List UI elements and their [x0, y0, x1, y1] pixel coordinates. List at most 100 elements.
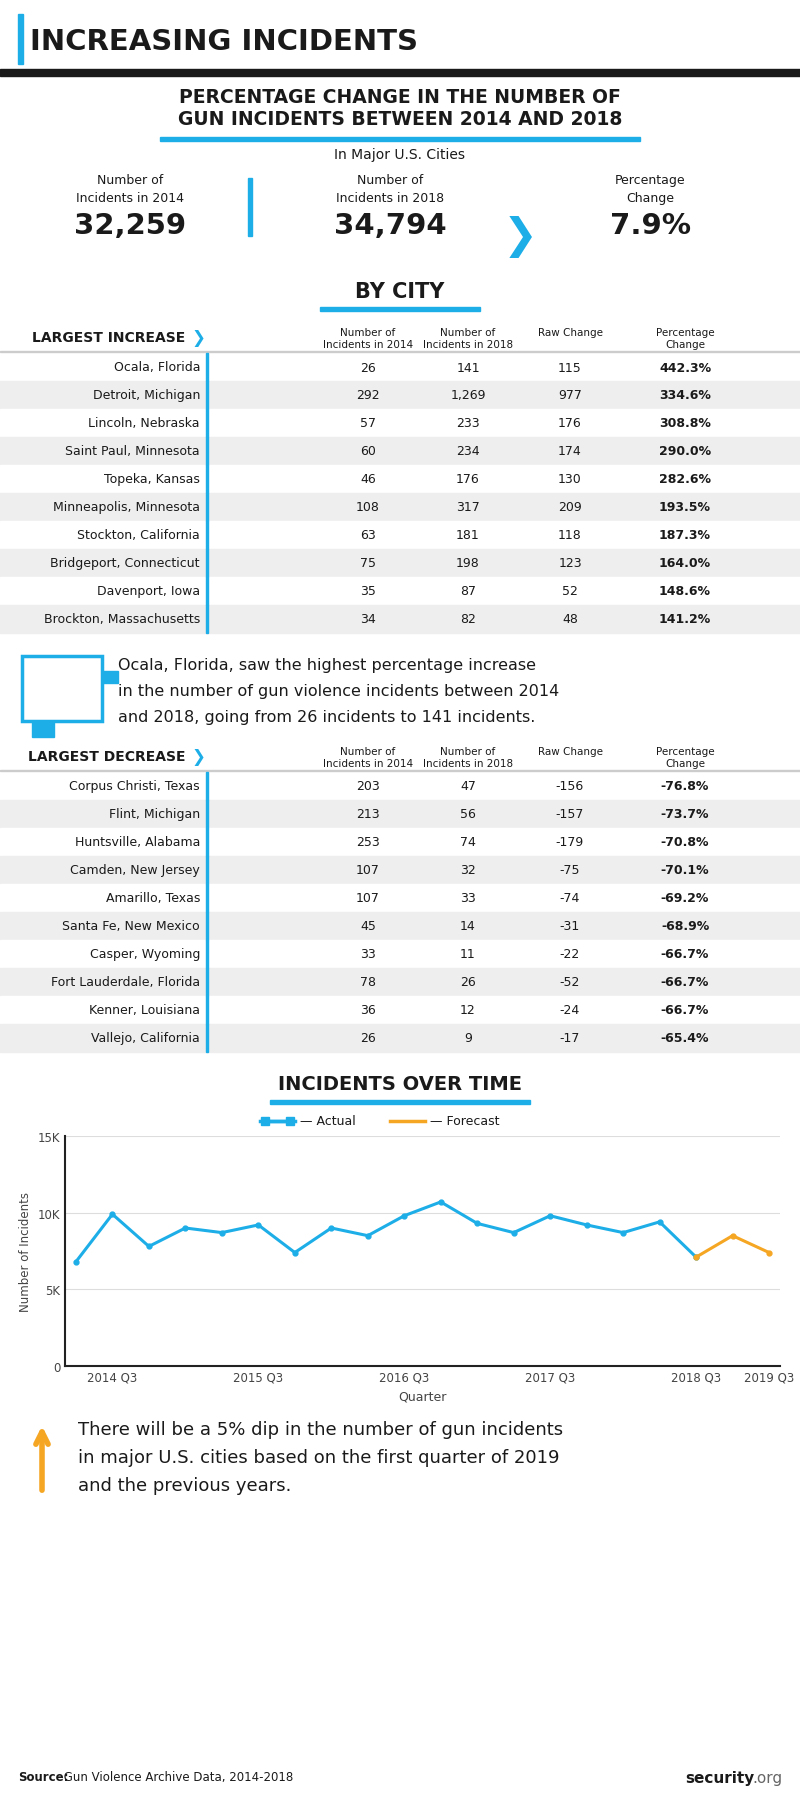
Text: 9: 9 [464, 1032, 472, 1045]
Text: 174: 174 [558, 446, 582, 458]
Bar [0, 466, 800, 494]
Text: 334.6%: 334.6% [659, 390, 711, 403]
Text: 148.6%: 148.6% [659, 584, 711, 599]
Text: Stockton, California: Stockton, California [78, 529, 200, 543]
Text: 74: 74 [460, 836, 476, 849]
Text: BY CITY: BY CITY [355, 282, 445, 302]
Bar [0, 354, 800, 381]
Text: 36: 36 [360, 1003, 376, 1018]
Bar [160, 138, 640, 142]
Bar [0, 1025, 800, 1052]
Bar [206, 437, 208, 466]
Text: ❯: ❯ [502, 216, 538, 257]
Text: Amarillo, Texas: Amarillo, Texas [106, 892, 200, 904]
Text: 78: 78 [360, 976, 376, 989]
Text: 56: 56 [460, 807, 476, 822]
Bar [206, 521, 208, 550]
Bar [206, 550, 208, 577]
Text: -75: -75 [560, 865, 580, 877]
Bar [0, 969, 800, 996]
Text: 308.8%: 308.8% [659, 417, 711, 430]
Text: Camden, New Jersey: Camden, New Jersey [70, 865, 200, 877]
Text: LARGEST DECREASE: LARGEST DECREASE [27, 750, 185, 764]
Text: 213: 213 [356, 807, 380, 822]
Text: Raw Change: Raw Change [538, 746, 602, 757]
Text: 164.0%: 164.0% [659, 557, 711, 570]
Text: .org: .org [752, 1769, 782, 1785]
Text: PERCENTAGE CHANGE IN THE NUMBER OF: PERCENTAGE CHANGE IN THE NUMBER OF [179, 88, 621, 106]
Text: -65.4%: -65.4% [661, 1032, 710, 1045]
Text: -22: -22 [560, 948, 580, 960]
Bar [206, 494, 208, 521]
Text: 14: 14 [460, 921, 476, 933]
Bar [22, 656, 102, 721]
Text: 977: 977 [558, 390, 582, 403]
Text: 203: 203 [356, 780, 380, 793]
Text: 123: 123 [558, 557, 582, 570]
Text: 118: 118 [558, 529, 582, 543]
Text: 181: 181 [456, 529, 480, 543]
Bar [320, 307, 480, 311]
Text: 26: 26 [360, 1032, 376, 1045]
Text: Davenport, Iowa: Davenport, Iowa [97, 584, 200, 599]
Text: -70.8%: -70.8% [661, 836, 710, 849]
Text: Kenner, Louisiana: Kenner, Louisiana [89, 1003, 200, 1018]
Text: Lincoln, Nebraska: Lincoln, Nebraska [89, 417, 200, 430]
Text: 1,269: 1,269 [450, 390, 486, 403]
Text: Brockton, Massachusetts: Brockton, Massachusetts [44, 613, 200, 626]
Text: Raw Change: Raw Change [538, 327, 602, 338]
Text: 176: 176 [558, 417, 582, 430]
Text: Number of
Incidents in 2014: Number of Incidents in 2014 [76, 174, 184, 205]
Text: — Actual: — Actual [300, 1115, 356, 1127]
Text: Corpus Christi, Texas: Corpus Christi, Texas [70, 780, 200, 793]
Text: 26: 26 [360, 361, 376, 374]
Text: Source:: Source: [18, 1769, 69, 1784]
Text: Santa Fe, New Mexico: Santa Fe, New Mexico [62, 921, 200, 933]
Text: 253: 253 [356, 836, 380, 849]
Text: Ocala, Florida, saw the highest percentage increase: Ocala, Florida, saw the highest percenta… [118, 658, 536, 672]
Text: 198: 198 [456, 557, 480, 570]
Text: -17: -17 [560, 1032, 580, 1045]
Bar [0, 381, 800, 410]
Bar [206, 577, 208, 606]
Text: -73.7%: -73.7% [661, 807, 710, 822]
Text: 290.0%: 290.0% [659, 446, 711, 458]
Text: 107: 107 [356, 865, 380, 877]
Bar [206, 466, 208, 494]
Bar [206, 354, 208, 381]
Text: Casper, Wyoming: Casper, Wyoming [90, 948, 200, 960]
Bar [0, 606, 800, 633]
Text: Detroit, Michigan: Detroit, Michigan [93, 390, 200, 403]
Text: 52: 52 [562, 584, 578, 599]
Bar [0, 577, 800, 606]
Text: -24: -24 [560, 1003, 580, 1018]
Text: 12: 12 [460, 1003, 476, 1018]
Bar [206, 1025, 208, 1052]
Bar [206, 996, 208, 1025]
Text: Percentage
Change: Percentage Change [656, 327, 714, 351]
Text: Topeka, Kansas: Topeka, Kansas [104, 473, 200, 485]
Y-axis label: Number of Incidents: Number of Incidents [19, 1192, 32, 1311]
Text: -70.1%: -70.1% [661, 865, 710, 877]
Text: 209: 209 [558, 502, 582, 514]
Text: 82: 82 [460, 613, 476, 626]
Text: Percentage
Change: Percentage Change [614, 174, 686, 205]
Text: Flint, Michigan: Flint, Michigan [109, 807, 200, 822]
Text: 45: 45 [360, 921, 376, 933]
Text: in major U.S. cities based on the first quarter of 2019: in major U.S. cities based on the first … [78, 1447, 559, 1465]
Bar [0, 829, 800, 856]
Bar [0, 856, 800, 885]
Bar [206, 381, 208, 410]
Text: 32: 32 [460, 865, 476, 877]
Text: Ocala, Florida: Ocala, Florida [114, 361, 200, 374]
Text: 32,259: 32,259 [74, 212, 186, 239]
Text: Percentage
Change: Percentage Change [656, 746, 714, 770]
Bar [206, 856, 208, 885]
Text: -66.7%: -66.7% [661, 1003, 709, 1018]
Text: 75: 75 [360, 557, 376, 570]
Text: 292: 292 [356, 390, 380, 403]
Text: 63: 63 [360, 529, 376, 543]
Text: Gun Violence Archive Data, 2014-2018: Gun Violence Archive Data, 2014-2018 [60, 1769, 294, 1784]
Bar [0, 940, 800, 969]
Text: -66.7%: -66.7% [661, 948, 709, 960]
